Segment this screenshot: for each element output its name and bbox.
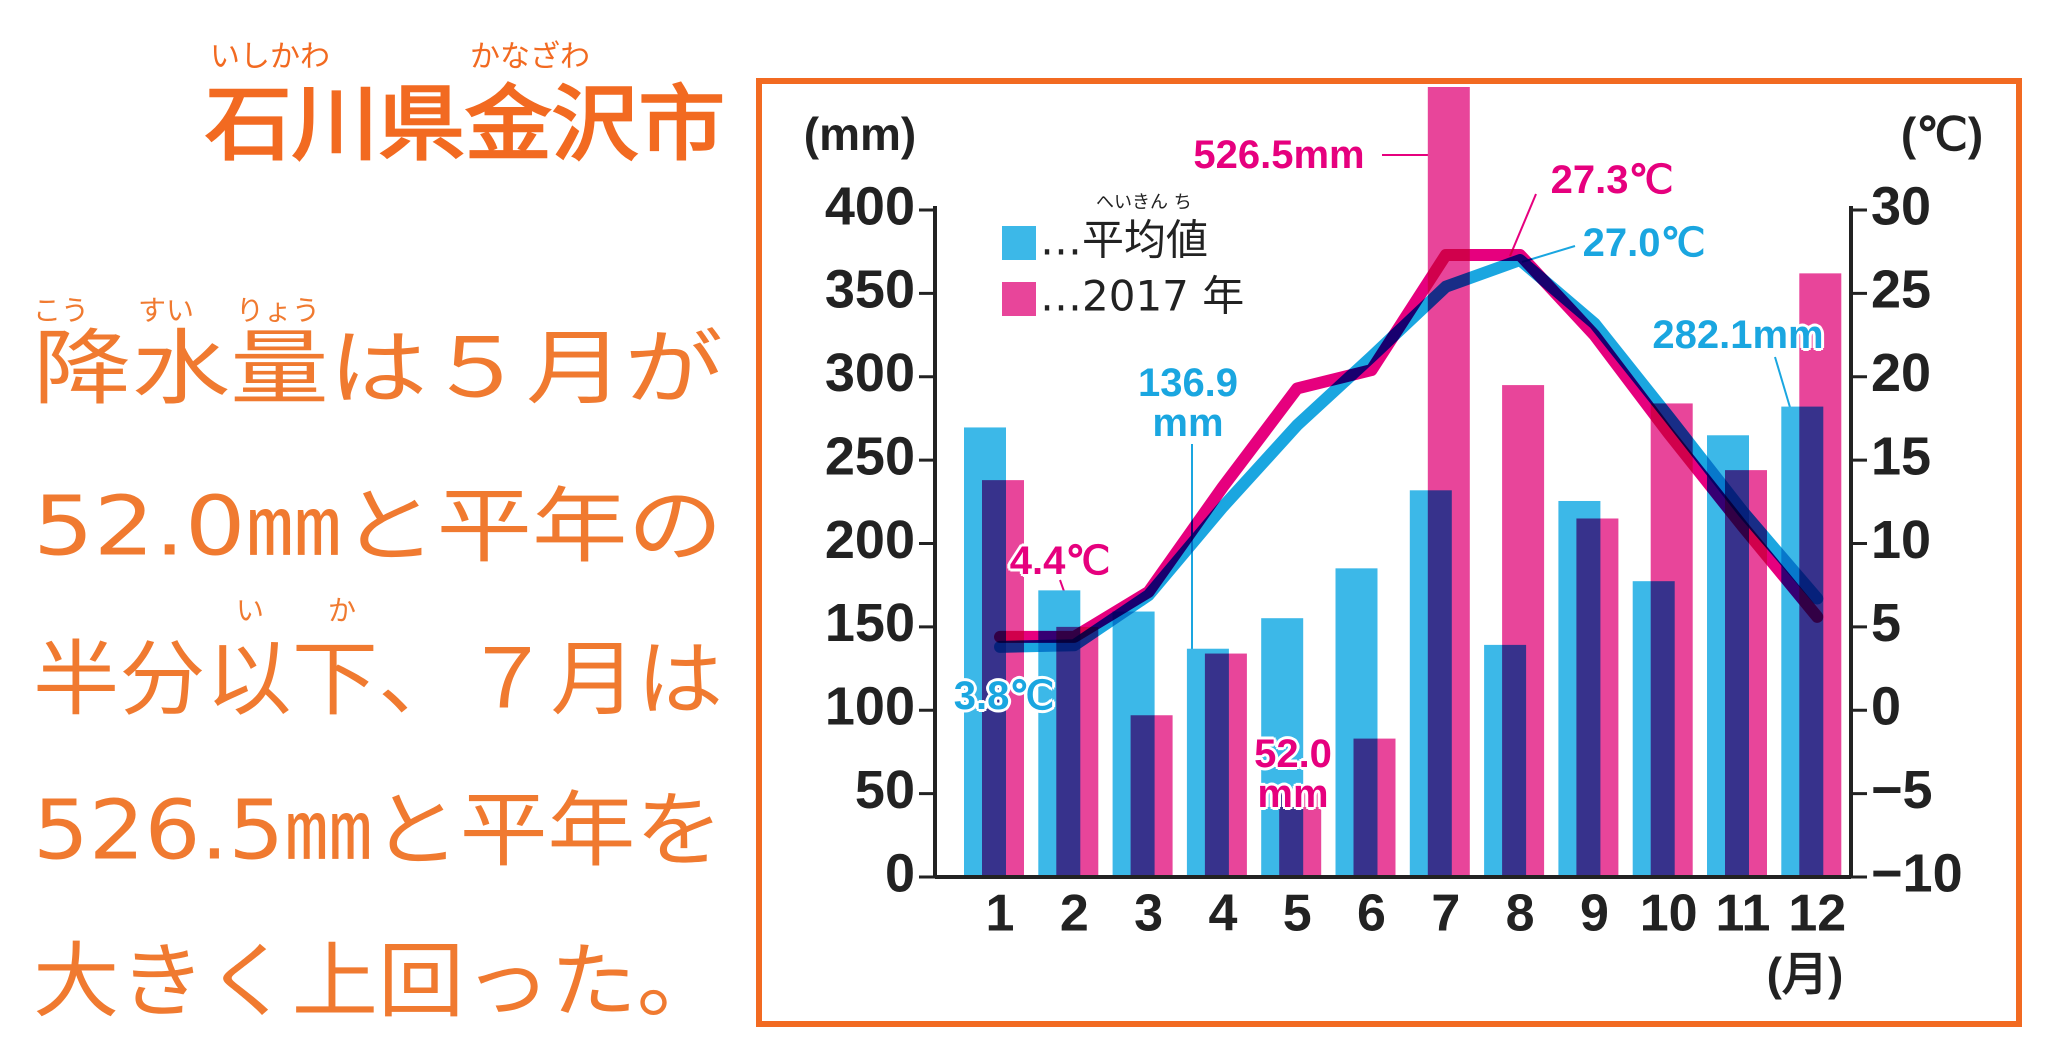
value-label: 3.8℃ xyxy=(953,674,1055,718)
y-tick-label: 350 xyxy=(825,260,915,320)
y2-unit: (℃) xyxy=(1901,108,1983,160)
chart-frame xyxy=(756,78,2022,1027)
ruby: いしかわ xyxy=(210,40,330,75)
y2-tick-label: −5 xyxy=(1871,760,1933,820)
bar xyxy=(1427,87,1470,877)
body-line: 降水量は５月が xyxy=(33,321,723,416)
legend-label: …2017 年 xyxy=(1040,272,1244,321)
bar xyxy=(1204,653,1247,877)
y-tick-label: 250 xyxy=(825,426,915,486)
y2-tick-label: 20 xyxy=(1871,343,1931,403)
legend-label: …平均値 xyxy=(1040,216,1208,265)
bar xyxy=(1279,790,1322,877)
y2-tick-label: −10 xyxy=(1871,843,1963,903)
x-tick-label: 9 xyxy=(1580,885,1609,943)
bar xyxy=(1056,626,1099,877)
y2-tick-label: 5 xyxy=(1871,593,1901,653)
bar xyxy=(982,480,1024,877)
bar xyxy=(1353,738,1396,877)
x-tick-label: 5 xyxy=(1283,885,1312,943)
body-line: 526.5㎜と平年を xyxy=(33,783,723,878)
x-tick-label: 2 xyxy=(1060,885,1089,943)
legend-swatch xyxy=(1002,226,1036,260)
bar xyxy=(1576,518,1619,877)
bar xyxy=(1799,273,1842,877)
y-tick-label: 100 xyxy=(825,677,915,737)
x-tick-label: 1 xyxy=(986,885,1015,943)
x-tick-label: 11 xyxy=(1716,885,1771,943)
y-tick-label: 50 xyxy=(855,760,915,820)
y2-tick-label: 25 xyxy=(1871,260,1931,320)
x-tick-label: 12 xyxy=(1788,885,1846,943)
legend-swatch xyxy=(1002,282,1036,316)
ruby: い xyxy=(236,594,264,627)
value-label: 136.9 mm xyxy=(1137,361,1239,445)
bars xyxy=(964,87,1842,877)
line-series xyxy=(994,249,1824,643)
ruby: りょう xyxy=(236,294,320,327)
y-tick-label: 200 xyxy=(825,510,915,570)
body-line: 52.0㎜と平年の xyxy=(33,479,723,574)
ruby: すい xyxy=(138,294,194,327)
value-label: 52.0 mm xyxy=(1254,732,1332,816)
ruby: こう xyxy=(33,294,89,327)
x-tick-label: 6 xyxy=(1357,885,1386,943)
bar xyxy=(1650,403,1693,877)
value-label: 4.4℃ xyxy=(1009,539,1111,583)
value-label: 27.3℃ xyxy=(1550,158,1674,202)
x-tick-label: 8 xyxy=(1506,885,1535,943)
x-tick-label: 7 xyxy=(1431,885,1460,943)
x-tick-label: 3 xyxy=(1134,885,1163,943)
ruby: かなざわ xyxy=(470,40,590,75)
value-label: 27.0℃ xyxy=(1582,221,1706,265)
y-unit: (mm) xyxy=(804,108,916,160)
y2-tick-label: 30 xyxy=(1871,176,1931,236)
ruby: か xyxy=(328,594,356,627)
x-tick-label: 10 xyxy=(1640,885,1698,943)
body-line: 半分以下、７月は xyxy=(33,632,723,727)
y2-tick-label: 10 xyxy=(1871,510,1931,570)
y-tick-label: 300 xyxy=(825,343,915,403)
legend-ruby: へいきん ち xyxy=(1096,192,1192,213)
value-label: 526.5mm xyxy=(1193,133,1365,177)
body-line: 大きく上回った。 xyxy=(33,934,723,1029)
y2-tick-label: 0 xyxy=(1871,677,1901,737)
y-tick-label: 400 xyxy=(825,176,915,236)
y-tick-label: 0 xyxy=(885,843,915,903)
y2-tick-label: 15 xyxy=(1871,426,1931,486)
title: 石川県金沢市 xyxy=(205,77,725,172)
y-tick-label: 150 xyxy=(825,593,915,653)
bar xyxy=(1502,385,1545,877)
bar xyxy=(1130,715,1173,877)
x-unit: (月) xyxy=(1767,948,1844,1000)
x-tick-label: 4 xyxy=(1208,885,1237,943)
value-label: 282.1mm xyxy=(1652,313,1824,357)
